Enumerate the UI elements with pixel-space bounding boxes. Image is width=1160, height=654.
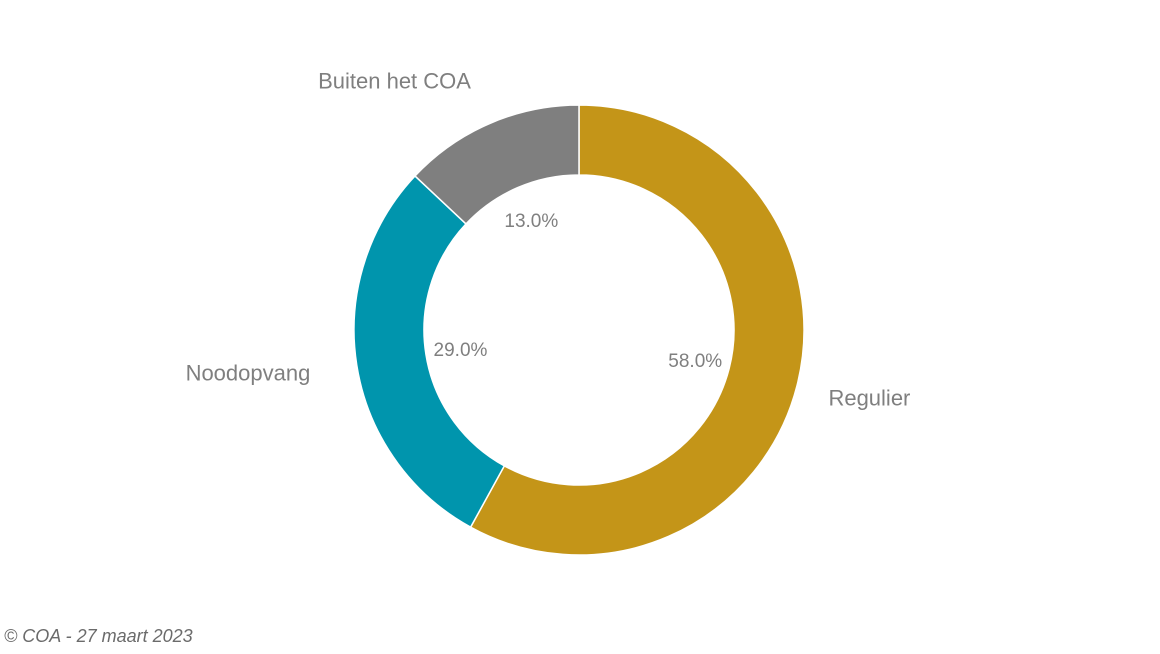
donut-slices [353,104,805,556]
percent-labels: 58.0% 29.0% 13.0% [434,211,723,372]
category-label-regulier: Regulier [828,386,910,411]
category-label-noodopvang: Noodopvang [186,361,311,386]
slice-regulier [469,104,805,556]
percent-label-buiten-het-coa: 13.0% [504,211,558,232]
category-label-buiten-het-coa: Buiten het COA [318,68,471,93]
category-labels: Regulier Noodopvang Buiten het COA [186,68,911,410]
percent-label-regulier: 58.0% [668,351,722,372]
slice-buiten-het-coa [413,104,580,225]
source-footer: © COA - 27 maart 2023 [4,626,193,646]
percent-label-noodopvang: 29.0% [434,340,488,361]
slice-noodopvang [353,174,506,529]
